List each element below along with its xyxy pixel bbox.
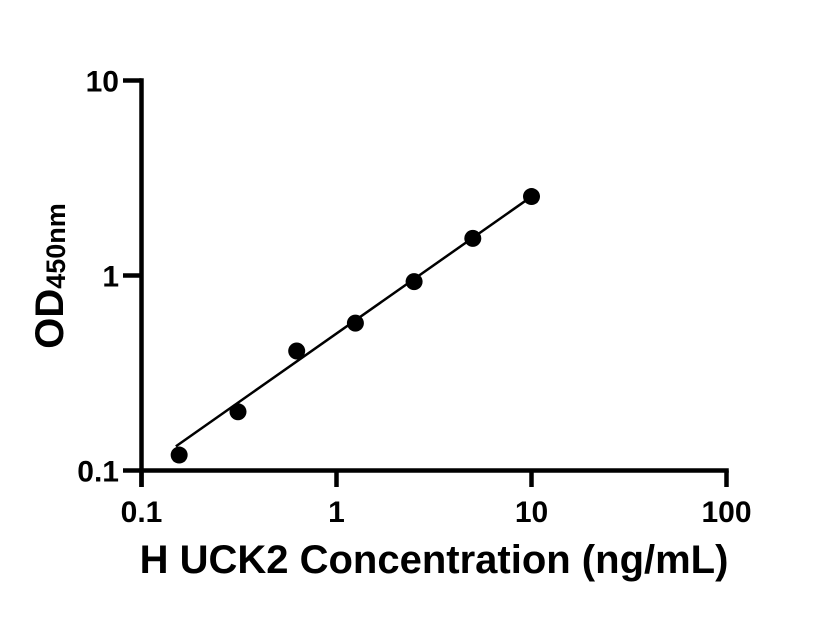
data-point	[464, 229, 482, 247]
x-axis-title: H UCK2 Concentration (ng/mL)	[139, 538, 729, 582]
y-axis-title-subscript: 450nm	[41, 203, 71, 289]
data-point	[229, 403, 247, 421]
y-tick-label: 10	[86, 66, 119, 99]
data-point	[170, 446, 188, 464]
data-point	[346, 314, 364, 332]
x-tick-label: 100	[701, 496, 751, 529]
y-tick-label: 1	[102, 261, 119, 294]
data-point	[288, 342, 306, 360]
y-axis-title-main: OD	[28, 288, 72, 349]
x-tick-label: 10	[515, 496, 548, 529]
y-axis-title: OD450nm	[28, 203, 72, 349]
x-tick-label: 1	[328, 496, 345, 529]
data-point	[405, 273, 423, 291]
y-tick-label: 0.1	[77, 456, 119, 489]
x-tick-label: 0.1	[121, 496, 163, 529]
data-point	[523, 188, 540, 206]
